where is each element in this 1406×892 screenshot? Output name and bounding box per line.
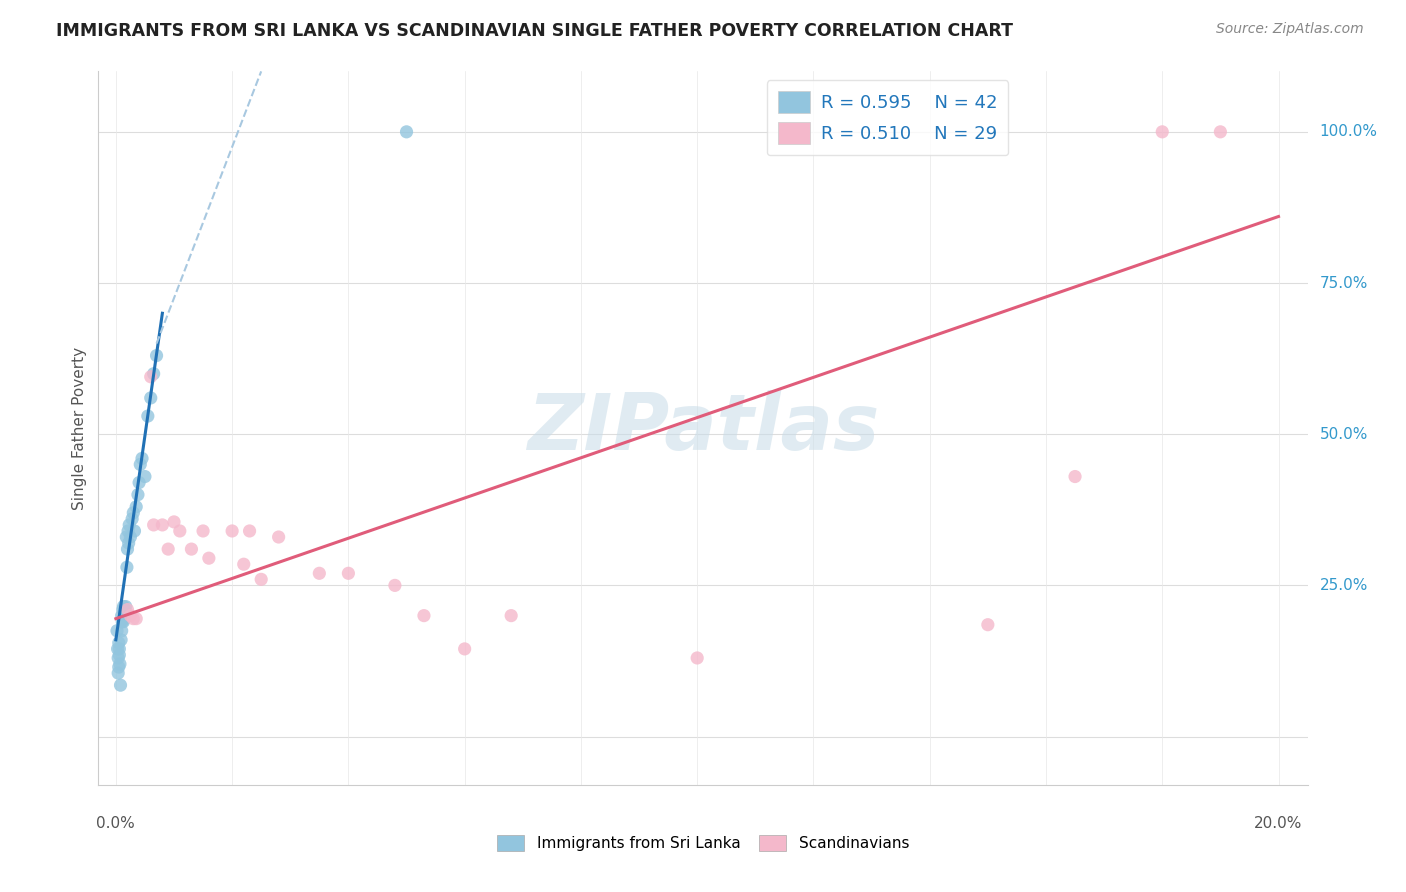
Point — [1209, 125, 1232, 139]
Point — [453, 641, 475, 656]
Point — [122, 506, 145, 520]
Point — [337, 566, 360, 581]
Point — [112, 599, 135, 614]
Text: 50.0%: 50.0% — [1320, 426, 1368, 442]
Point — [111, 624, 134, 638]
Point — [118, 517, 141, 532]
Text: 100.0%: 100.0% — [1320, 124, 1378, 139]
Point — [112, 612, 135, 626]
Point — [686, 651, 709, 665]
Point — [120, 608, 142, 623]
Text: Source: ZipAtlas.com: Source: ZipAtlas.com — [1216, 22, 1364, 37]
Point — [131, 451, 153, 466]
Point — [139, 391, 162, 405]
Point — [112, 615, 135, 629]
Point — [145, 349, 167, 363]
Point — [169, 524, 191, 538]
Point — [129, 458, 152, 472]
Point — [142, 517, 165, 532]
Point — [117, 524, 139, 538]
Point — [127, 488, 149, 502]
Point — [1152, 125, 1174, 139]
Text: IMMIGRANTS FROM SRI LANKA VS SCANDINAVIAN SINGLE FATHER POVERTY CORRELATION CHAR: IMMIGRANTS FROM SRI LANKA VS SCANDINAVIA… — [56, 22, 1014, 40]
Point — [108, 657, 131, 671]
Point — [136, 409, 159, 423]
Point — [107, 641, 129, 656]
Text: ZIPatlas: ZIPatlas — [527, 390, 879, 467]
Point — [105, 624, 128, 638]
Point — [110, 632, 132, 647]
Point — [115, 530, 138, 544]
Point — [125, 612, 148, 626]
Point — [232, 558, 254, 572]
Point — [125, 500, 148, 514]
Point — [139, 369, 162, 384]
Point — [120, 530, 142, 544]
Point — [108, 641, 131, 656]
Point — [111, 602, 134, 616]
Point — [238, 524, 262, 538]
Y-axis label: Single Father Poverty: Single Father Poverty — [72, 347, 87, 509]
Point — [111, 615, 134, 629]
Text: 75.0%: 75.0% — [1320, 276, 1368, 291]
Point — [267, 530, 290, 544]
Point — [110, 678, 132, 692]
Point — [114, 606, 136, 620]
Point — [121, 512, 143, 526]
Point — [117, 602, 139, 616]
Point — [114, 602, 136, 616]
Point — [395, 125, 418, 139]
Point — [114, 599, 136, 614]
Point — [157, 542, 180, 557]
Point — [107, 666, 129, 681]
Point — [163, 515, 186, 529]
Point — [115, 560, 138, 574]
Point — [134, 469, 156, 483]
Point — [977, 617, 1000, 632]
Point — [501, 608, 523, 623]
Text: 0.0%: 0.0% — [97, 815, 135, 830]
Point — [111, 608, 134, 623]
Point — [250, 572, 273, 586]
Point — [117, 542, 139, 557]
Point — [118, 536, 141, 550]
Point — [384, 578, 406, 592]
Legend: Immigrants from Sri Lanka, Scandinavians: Immigrants from Sri Lanka, Scandinavians — [491, 829, 915, 857]
Point — [150, 517, 173, 532]
Point — [108, 648, 131, 662]
Point — [1064, 469, 1087, 483]
Point — [124, 524, 146, 538]
Point — [198, 551, 221, 566]
Point — [107, 636, 129, 650]
Point — [221, 524, 243, 538]
Text: 25.0%: 25.0% — [1320, 578, 1368, 593]
Point — [191, 524, 214, 538]
Point — [107, 651, 129, 665]
Text: 20.0%: 20.0% — [1254, 815, 1303, 830]
Point — [128, 475, 150, 490]
Point — [142, 367, 165, 381]
Point — [180, 542, 202, 557]
Legend: R = 0.595    N = 42, R = 0.510    N = 29: R = 0.595 N = 42, R = 0.510 N = 29 — [766, 80, 1008, 155]
Point — [308, 566, 330, 581]
Point — [413, 608, 436, 623]
Point — [122, 612, 145, 626]
Point — [107, 660, 129, 674]
